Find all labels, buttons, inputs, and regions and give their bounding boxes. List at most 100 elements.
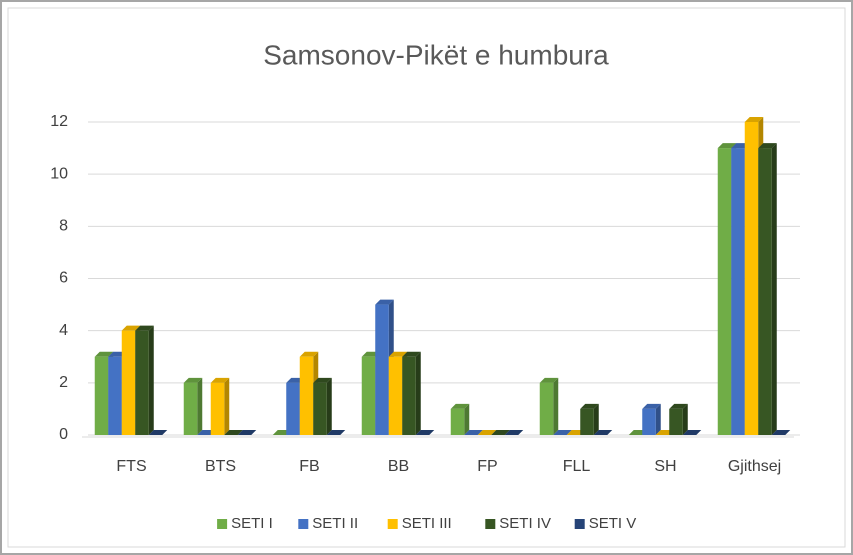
bar-front [717, 148, 732, 436]
x-tick-label: FB [299, 458, 319, 475]
bar-front [108, 356, 122, 435]
legend-swatch [217, 519, 228, 529]
bar-front [299, 356, 314, 435]
bar [210, 377, 230, 435]
bar-side [148, 325, 154, 435]
bar-top [94, 351, 114, 357]
bar [135, 325, 154, 435]
bar-top [717, 143, 737, 149]
legend-label: SETI II [312, 515, 358, 532]
bar-top [504, 430, 524, 435]
legend-label: SETI III [402, 515, 452, 532]
bar-front [210, 382, 225, 435]
bar-side [197, 377, 203, 435]
bar-side [771, 143, 777, 436]
bar [237, 430, 257, 435]
bar-top [744, 117, 764, 122]
bar-top [491, 430, 510, 435]
bar-top [299, 351, 319, 357]
x-tick-label: SH [654, 458, 676, 475]
bar-top [477, 430, 497, 435]
bar [539, 377, 559, 435]
bar-top [237, 430, 257, 435]
bar [477, 430, 497, 435]
bar-top [758, 143, 777, 149]
x-tick-label: FLL [563, 458, 591, 475]
bar-side [682, 403, 688, 435]
bar [580, 403, 599, 435]
bar-front [121, 330, 136, 435]
bar-top [771, 430, 791, 435]
bar-front [744, 122, 759, 435]
bar-top [669, 403, 688, 409]
bar [326, 430, 346, 435]
x-tick-label: BTS [205, 458, 236, 475]
bar-top [682, 430, 702, 435]
bar-front [286, 382, 300, 435]
bar-top [642, 403, 661, 409]
bar-front [450, 408, 465, 435]
bar-top [388, 351, 408, 357]
bar-front [669, 408, 683, 435]
legend-swatch [574, 519, 585, 529]
bar-top [313, 377, 332, 383]
bar-front [539, 382, 554, 435]
bar-front [642, 408, 656, 435]
chart-title: Samsonov-Pikët e humbura [263, 39, 609, 70]
bar [450, 403, 470, 435]
x-tick-label: BB [388, 458, 409, 475]
bar-front [758, 148, 772, 436]
legend-label: SETI IV [499, 515, 551, 532]
legend-swatch [298, 519, 309, 529]
bar [553, 430, 572, 435]
y-tick-label: 12 [50, 113, 68, 130]
bar-top [402, 351, 421, 357]
bar-side [415, 351, 421, 435]
bar-top [148, 430, 168, 435]
bar-top [450, 403, 470, 409]
bar-top [210, 377, 230, 383]
bar-top [183, 377, 203, 383]
bar [402, 351, 421, 435]
legend-label: SETI I [231, 515, 273, 532]
bar-top [135, 325, 154, 331]
y-tick-label: 8 [59, 218, 68, 235]
bar-top [553, 430, 572, 435]
bar-side [464, 403, 470, 435]
bar-front [402, 356, 416, 435]
y-tick-label: 4 [59, 322, 68, 339]
y-tick-label: 0 [59, 426, 68, 443]
bar-side [593, 403, 599, 435]
bar-top [326, 430, 346, 435]
bar [593, 430, 613, 435]
legend-label: SETI V [589, 515, 637, 532]
bar [464, 430, 483, 435]
bar-top [375, 299, 394, 305]
bar [504, 430, 524, 435]
x-tick-label: Gjithsej [728, 458, 781, 475]
bar [771, 430, 791, 435]
y-tick-label: 2 [59, 374, 68, 391]
bar-side [224, 377, 230, 435]
bar-front [183, 382, 198, 435]
bar-front [731, 148, 745, 436]
bar-front [388, 356, 403, 435]
bar-side [553, 377, 559, 435]
bar-top [593, 430, 613, 435]
bar-front [94, 356, 109, 435]
x-tick-label: FTS [116, 458, 146, 475]
bar [758, 143, 777, 436]
legend-swatch [387, 519, 398, 529]
x-tick-label: FP [477, 458, 497, 475]
bar-top [121, 325, 141, 331]
legend-swatch [485, 519, 496, 529]
y-tick-label: 6 [59, 270, 68, 287]
bar [669, 403, 688, 435]
bar-side [326, 377, 332, 435]
bar [313, 377, 332, 435]
bar [415, 430, 435, 435]
chart-area [7, 7, 846, 548]
bar-front [361, 356, 376, 435]
bar-top [464, 430, 483, 435]
